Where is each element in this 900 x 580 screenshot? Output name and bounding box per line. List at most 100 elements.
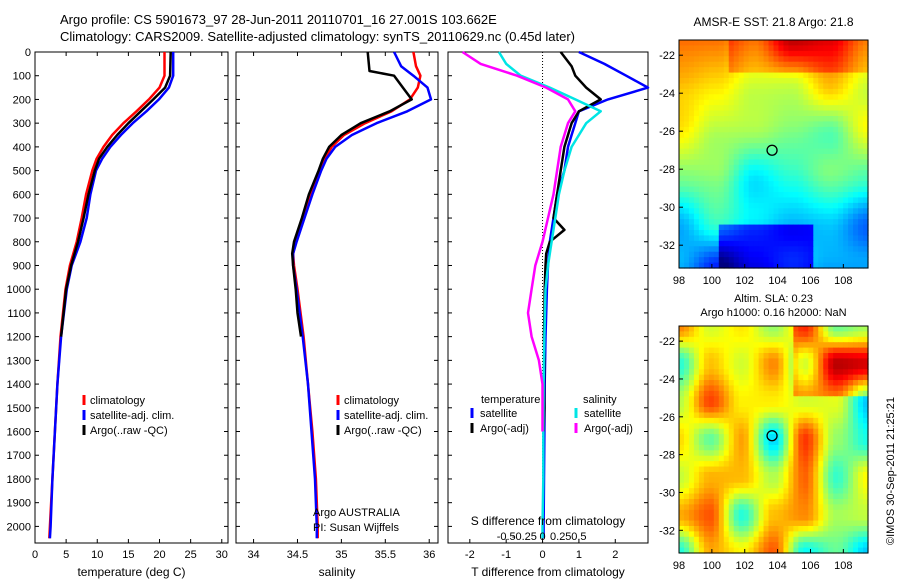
sla-map-cell (793, 498, 799, 505)
sla-map-cell (793, 396, 799, 403)
sla-map-cell (743, 423, 750, 430)
sst-map-cell (823, 99, 829, 106)
sla-map-cell (773, 390, 780, 397)
sst-map-cell (679, 121, 685, 128)
sst-map-cell (838, 126, 844, 133)
sst-map-cell (708, 219, 715, 226)
sst-map-cell (788, 50, 794, 57)
sla-map-cell (768, 336, 775, 343)
sla-map-cell (853, 401, 859, 408)
sla-map-cell (843, 385, 849, 392)
sla-map-cell (833, 547, 839, 554)
sla-map-cell (708, 353, 715, 360)
sla-map-cell (723, 509, 730, 516)
sst-map-cell (798, 164, 804, 171)
sla-map-cell (718, 520, 725, 527)
sla-map-cell (813, 504, 819, 511)
sst-map-cell (858, 240, 864, 247)
sla-map-cell (853, 455, 859, 462)
sla-map-cell (828, 509, 834, 516)
sst-map-cell (733, 61, 740, 68)
sst-map-cell (763, 240, 770, 247)
sst-map-cell (738, 246, 745, 253)
sst-map-cell (753, 208, 760, 215)
sst-map-cell (708, 83, 715, 90)
salinity-x-axis-label: salinity (319, 565, 356, 579)
sla-map-cell (703, 412, 710, 419)
sla-map-cell (688, 493, 695, 500)
map-x-tick-label: 104 (768, 275, 786, 287)
sla-map-cell (823, 455, 829, 462)
sla-map-cell (748, 353, 755, 360)
sla-map-cell (733, 412, 740, 419)
sla-map-cell (808, 374, 814, 381)
sla-map-cell (823, 396, 829, 403)
sla-map-cell (778, 336, 785, 343)
sla-map-cell (778, 390, 785, 397)
sst-map-cell (823, 50, 829, 57)
sla-map-cell (783, 531, 790, 538)
sla-map-cell (733, 353, 740, 360)
sst-map-cell (738, 175, 745, 182)
sla-map-cell (848, 326, 854, 332)
sla-map-cell (708, 444, 715, 451)
sla-map-cell (683, 363, 690, 370)
sla-map-cell (763, 331, 770, 338)
sla-map-cell (748, 488, 755, 495)
sla-map-cell (683, 347, 690, 354)
sla-map-cell (813, 369, 819, 376)
salinity-series-line (291, 51, 433, 539)
sst-map-cell (679, 67, 685, 74)
sst-map-cell (838, 105, 844, 112)
sla-map-cell (793, 331, 799, 338)
sst-map-cell (758, 219, 765, 226)
sla-map-cell (743, 342, 750, 349)
sst-map-cell (728, 240, 735, 247)
sst-map-cell (833, 121, 839, 128)
sla-map-cell (698, 466, 705, 473)
sst-map-cell (723, 219, 730, 226)
sla-map-cell (793, 444, 799, 451)
sst-map-cell (848, 72, 854, 79)
sst-map-cell (808, 56, 814, 63)
sst-map-cell (788, 262, 794, 269)
sla-map-cell (713, 407, 720, 414)
sst-map-cell (803, 181, 809, 188)
sla-map-cell (688, 515, 695, 522)
sst-map-cell (793, 137, 799, 144)
map-x-tick-label: 104 (768, 560, 786, 572)
sst-map-cell (818, 208, 824, 215)
sst-map-cell (863, 262, 869, 269)
sst-map-cell (843, 246, 849, 253)
sla-map-cell (853, 385, 859, 392)
sla-map-cell (758, 493, 765, 500)
sst-map-cell (783, 170, 790, 177)
sla-map-cell (778, 342, 785, 349)
sst-map-cell (813, 116, 819, 123)
sst-map-cell (698, 110, 705, 117)
sla-map-cell (808, 466, 814, 473)
sla-map-cell (693, 396, 700, 403)
sst-map-cell (813, 110, 819, 117)
sst-map-cell (738, 40, 745, 47)
sla-map-cell (858, 326, 864, 332)
sst-map-cell (698, 154, 705, 161)
sla-map-cell (818, 466, 824, 473)
sla-map-cell (763, 477, 770, 484)
sla-map-cell (823, 326, 829, 332)
sla-map-cell (843, 412, 849, 419)
sla-map-cell (813, 482, 819, 489)
sst-map-cell (853, 159, 859, 166)
sst-map-cell (688, 116, 695, 123)
sla-map-cell (718, 498, 725, 505)
sla-map-cell (703, 390, 710, 397)
sla-map-cell (798, 374, 804, 381)
sla-map-cell (863, 331, 869, 338)
sst-map-cell (683, 40, 690, 47)
sla-map-cell (803, 369, 809, 376)
sla-map-cell (679, 488, 685, 495)
sst-map-cell (688, 88, 695, 95)
sst-map-cell (823, 61, 829, 68)
sla-map-cell (778, 428, 785, 435)
sst-map-cell (813, 143, 819, 150)
